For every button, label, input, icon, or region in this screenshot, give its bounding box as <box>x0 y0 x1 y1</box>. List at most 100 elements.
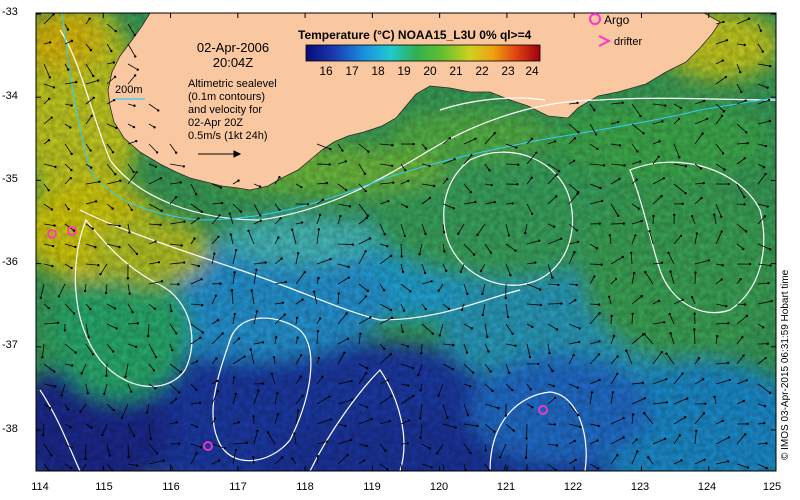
velocity-vector <box>127 303 133 313</box>
velocity-vector-head <box>293 432 296 435</box>
velocity-vector-head <box>364 250 367 253</box>
velocity-vector <box>736 223 747 232</box>
colorbar-tick: 23 <box>501 64 515 78</box>
velocity-vector <box>85 243 96 248</box>
velocity-vector <box>64 177 72 185</box>
velocity-vector <box>190 218 199 225</box>
velocity-vector <box>610 437 624 445</box>
velocity-vector <box>85 80 99 85</box>
velocity-vector <box>295 253 299 265</box>
velocity-vector-head <box>595 246 598 250</box>
velocity-vector-head <box>155 151 159 154</box>
velocity-vector-head <box>744 99 747 102</box>
x-tick-label: 117 <box>229 481 247 493</box>
velocity-vector-head <box>762 421 766 425</box>
velocity-vector-head <box>430 466 433 469</box>
velocity-vector-head <box>299 375 303 378</box>
velocity-vector-head <box>153 126 156 129</box>
velocity-vector <box>190 402 201 405</box>
velocity-vector-head <box>635 178 638 181</box>
velocity-vector <box>106 163 116 175</box>
velocity-vector-head <box>715 334 719 338</box>
y-tick-label: -33 <box>2 6 18 18</box>
x-tick-label: 115 <box>95 481 113 493</box>
velocity-vector <box>610 417 624 425</box>
velocity-vector-head <box>699 167 703 170</box>
velocity-vector-head <box>154 165 158 169</box>
velocity-vector <box>106 243 120 248</box>
velocity-vector <box>43 63 51 78</box>
velocity-vector-head <box>662 177 665 180</box>
velocity-vector-head <box>160 280 164 283</box>
velocity-vector <box>610 392 614 405</box>
velocity-vector-head <box>91 74 95 78</box>
velocity-vector <box>190 263 199 267</box>
velocity-vector <box>358 238 371 245</box>
velocity-vector <box>400 420 410 425</box>
velocity-vector-head <box>690 296 694 299</box>
velocity-vector <box>43 463 50 471</box>
velocity-vector-head <box>228 212 231 215</box>
y-tick-label: -37 <box>2 339 18 351</box>
velocity-vector <box>484 403 499 409</box>
velocity-vector <box>694 133 703 145</box>
velocity-vector-head <box>401 475 403 477</box>
velocity-vector <box>190 278 202 285</box>
velocity-vector <box>400 223 406 237</box>
velocity-vector <box>670 271 675 285</box>
velocity-vector-head <box>743 157 747 160</box>
velocity-vector-head <box>69 426 72 429</box>
velocity-vector <box>714 396 717 405</box>
velocity-vector-head <box>531 325 534 329</box>
velocity-vector <box>64 40 73 45</box>
velocity-vector-head <box>179 181 182 184</box>
velocity-vector-head <box>390 316 394 320</box>
velocity-vector <box>253 220 261 225</box>
velocity-vector-head <box>155 452 159 455</box>
x-tick-label: 122 <box>563 481 583 493</box>
velocity-vector-head <box>713 213 716 216</box>
velocity-vector <box>102 423 108 436</box>
velocity-vector-head <box>329 418 333 421</box>
velocity-vector <box>295 376 302 385</box>
velocity-vector <box>400 263 404 272</box>
velocity-vector <box>127 243 138 255</box>
velocity-vector <box>694 118 708 125</box>
velocity-vector-head <box>217 235 220 239</box>
velocity-vector-head <box>118 245 121 249</box>
velocity-vector-head <box>48 407 52 410</box>
velocity-vector-head <box>385 244 389 248</box>
velocity-vector <box>293 433 297 445</box>
velocity-vector <box>127 343 137 348</box>
velocity-vector-head <box>89 48 93 52</box>
velocity-vector <box>610 102 623 105</box>
velocity-vector <box>253 269 257 285</box>
velocity-vector-head <box>317 276 320 280</box>
velocity-vector-head <box>600 199 604 203</box>
velocity-vector-head <box>647 456 650 459</box>
velocity-vector <box>379 143 393 146</box>
sealevel-contours <box>39 29 776 471</box>
velocity-vector <box>190 383 197 391</box>
velocity-vector <box>610 121 619 125</box>
velocity-vector-head <box>364 295 368 298</box>
velocity-vector-head <box>673 213 676 217</box>
velocity-vector-head <box>720 230 723 233</box>
velocity-vector <box>694 233 698 245</box>
velocity-vector-head <box>470 154 473 157</box>
velocity-vector-head <box>135 464 139 467</box>
velocity-vector <box>106 180 121 185</box>
velocity-vector <box>673 435 681 445</box>
velocity-vector <box>505 223 510 236</box>
velocity-vector-head <box>442 231 446 234</box>
velocity-vector <box>505 323 513 335</box>
velocity-vector <box>211 333 223 345</box>
velocity-vector <box>190 183 197 195</box>
velocity-vector-head <box>551 276 554 279</box>
velocity-vector-head <box>284 280 287 284</box>
velocity-vector <box>85 43 92 51</box>
velocity-vector <box>400 343 409 347</box>
velocity-vector <box>694 260 709 265</box>
velocity-vector <box>757 403 766 407</box>
velocity-vector-head <box>598 340 601 343</box>
